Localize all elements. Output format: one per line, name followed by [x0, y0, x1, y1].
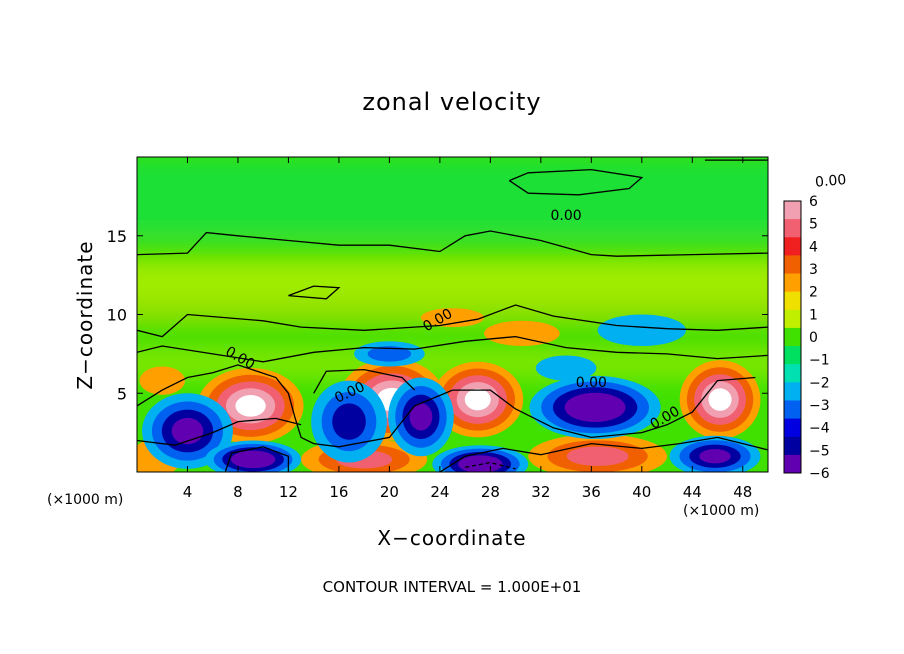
y-tick-label: 15: [107, 227, 127, 246]
y-axis-ticks: 5 10 15: [107, 227, 768, 403]
field-cell: [566, 446, 629, 467]
zero-contour-line: [288, 285, 341, 300]
colorbar-swatch: [784, 309, 801, 329]
colorbar-tick-label: −3: [809, 398, 830, 414]
contour-label: 0.00: [550, 208, 581, 224]
colorbar-swatch: [784, 400, 801, 420]
zero-contour-line: [137, 417, 302, 446]
zero-contour-line: [224, 446, 290, 472]
colorbar-tick-label: −2: [809, 375, 830, 391]
contour-label: 0.00: [815, 172, 847, 191]
field-cell: [367, 346, 412, 362]
field-cell: [708, 388, 732, 411]
zero-contour-line: [137, 230, 768, 257]
colorbar-swatch: [784, 291, 801, 311]
zero-contour-line: [137, 304, 768, 338]
field-bands: [137, 157, 768, 380]
colorbar-tick-label: 6: [809, 194, 818, 210]
colorbar-swatch: [784, 237, 801, 256]
field-cells: [137, 308, 761, 472]
field-band: [137, 157, 768, 236]
colorbar-tick-label: −6: [809, 466, 830, 482]
field-cell: [171, 417, 204, 445]
zero-contour-line: [313, 368, 416, 394]
field-cell: [597, 314, 686, 346]
zero-contours: [137, 159, 768, 472]
field-cell: [464, 388, 491, 411]
contour-label: 0.00: [576, 375, 607, 391]
x-axis-label: X−coordinate: [377, 526, 527, 550]
field-band: [137, 236, 768, 262]
field-band: [137, 262, 768, 300]
colorbar-frame: [783, 200, 802, 474]
colorbar-tick-label: −4: [809, 421, 830, 437]
chart-title: zonal velocity: [362, 88, 542, 116]
x-tick-label: 44: [683, 483, 702, 501]
x-tick-label: 24: [430, 483, 449, 501]
x-tick-label: 28: [481, 483, 500, 501]
field-cell: [576, 398, 614, 417]
zero-contour-line: [464, 461, 516, 470]
colorbar-swatch: [784, 454, 801, 474]
x-tick-label: 40: [632, 483, 651, 501]
field-cell: [535, 355, 597, 381]
zero-contour-line: [137, 335, 768, 363]
colorbar-swatch: [784, 382, 801, 401]
x-axis-ticks: 4 8 12 16 20 24 28 32 36 40 44 48: [183, 157, 752, 501]
x-unit-label-right: (×1000 m): [683, 503, 760, 519]
colorbar-swatch: [784, 327, 801, 347]
x-tick-label: 8: [233, 483, 243, 501]
colorbar-tick-label: 4: [809, 239, 818, 255]
x-tick-label: 32: [531, 483, 550, 501]
colorbar-tick-label: 2: [809, 285, 818, 301]
plot-area: [137, 157, 768, 472]
colorbar: 6 5 4 3 2 1 0 −1 −2 −3 −4 −5 −6: [783, 194, 830, 482]
colorbar-tick-label: −1: [809, 353, 830, 369]
x-tick-label: 12: [279, 483, 298, 501]
field-cell: [332, 403, 366, 440]
y-tick-label: 10: [107, 306, 127, 325]
colorbar-tick-label: 3: [809, 262, 818, 278]
colorbar-tick-label: 0: [809, 330, 818, 346]
x-tick-label: 20: [380, 483, 399, 501]
x-tick-label: 16: [329, 483, 348, 501]
contour-interval-note: CONTOUR INTERVAL = 1.000E+01: [322, 578, 582, 596]
field-cell: [699, 449, 731, 464]
zero-contour-line: [137, 364, 756, 448]
colorbar-swatch: [784, 418, 801, 438]
colorbar-swatch: [784, 346, 801, 365]
colorbar-swatch: [784, 255, 801, 275]
x-tick-label: 48: [733, 483, 752, 501]
x-unit-label-left: (×1000 m): [47, 492, 124, 508]
field-cell: [420, 308, 485, 328]
colorbar-swatch: [784, 436, 801, 456]
field-cell: [484, 320, 560, 346]
x-tick-label: 4: [183, 483, 193, 501]
field-cell: [409, 403, 433, 431]
field-cell: [235, 395, 266, 417]
colorbar-swatch: [784, 219, 801, 238]
field-cell: [139, 366, 185, 395]
field-cell: [239, 454, 267, 465]
colorbar-tick-label: 1: [809, 307, 818, 323]
colorbar-swatch: [784, 201, 801, 220]
x-tick-label: 36: [582, 483, 601, 501]
colorbar-tick-label: −5: [809, 443, 830, 459]
colorbar-tick-label: 5: [809, 217, 818, 233]
y-tick-label: 5: [117, 384, 127, 403]
colorbar-swatch: [784, 273, 801, 293]
zero-contour-line: [439, 436, 768, 472]
zero-contour-line: [508, 168, 644, 196]
colorbar-swatch: [784, 364, 801, 383]
